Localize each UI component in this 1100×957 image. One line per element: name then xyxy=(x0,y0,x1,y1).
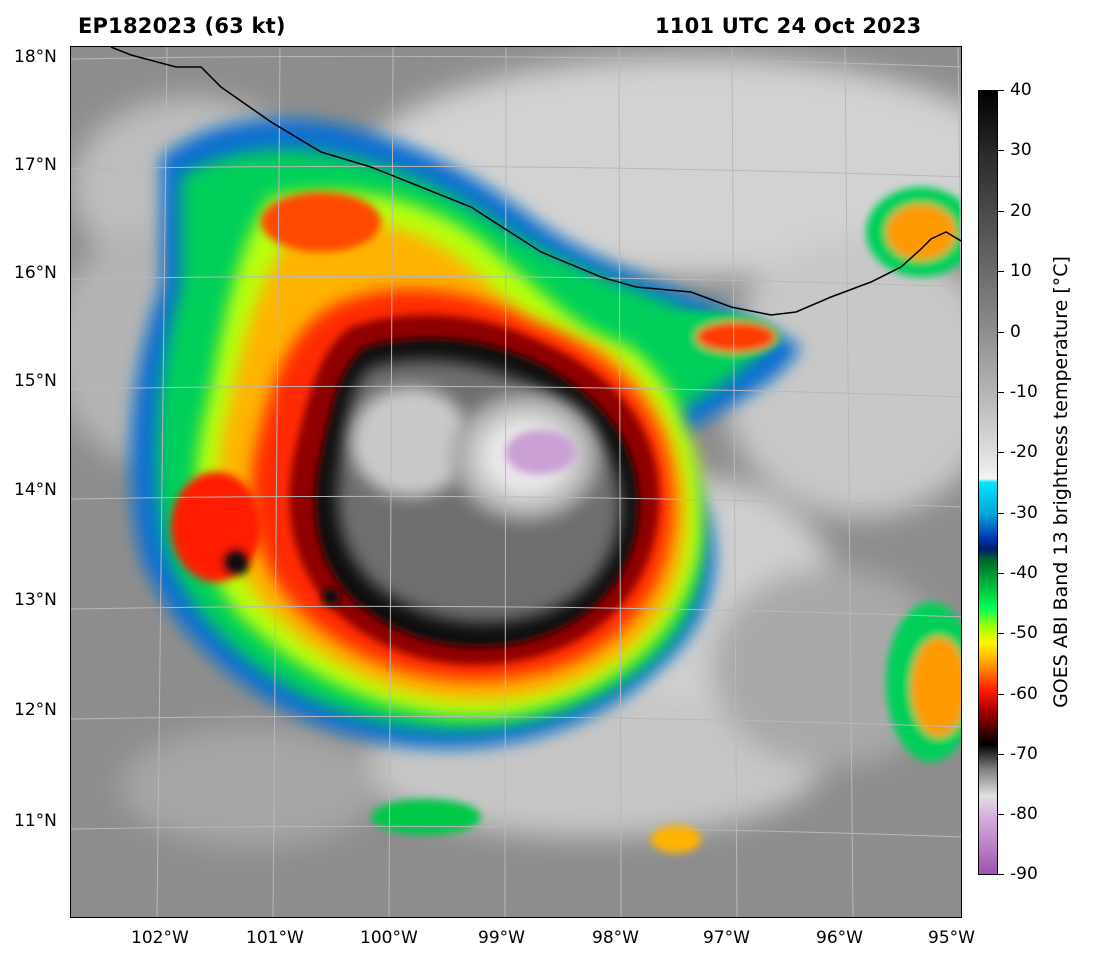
lat-label: 11°N xyxy=(14,811,57,831)
colorbar-tick-label: -40 xyxy=(1010,563,1038,583)
colorbar-tick xyxy=(998,694,1004,695)
colorbar-tick xyxy=(998,754,1004,755)
colorbar-tick-label: -30 xyxy=(1010,503,1038,523)
storm-cloud-shield xyxy=(130,118,801,749)
convective-cells xyxy=(171,187,961,853)
colorbar-tick-label: -10 xyxy=(1010,382,1038,402)
colorbar-tick xyxy=(998,573,1004,574)
colorbar-tick-label: 40 xyxy=(1010,80,1032,100)
lon-label: 96°W xyxy=(816,928,863,948)
satellite-imagery xyxy=(71,47,961,917)
colorbar-tick xyxy=(998,392,1004,393)
colorbar-gradient xyxy=(979,91,997,874)
lon-label: 98°W xyxy=(592,928,639,948)
timestamp-title: 1101 UTC 24 Oct 2023 xyxy=(655,14,922,38)
colorbar-tick xyxy=(998,211,1004,212)
colorbar-tick xyxy=(998,332,1004,333)
satellite-map xyxy=(70,46,962,918)
coastline xyxy=(110,47,961,316)
lat-label: 14°N xyxy=(14,480,57,500)
colorbar-tick-label: -80 xyxy=(1010,804,1038,824)
lat-label: 17°N xyxy=(14,155,57,175)
colorbar-tick-label: 10 xyxy=(1010,261,1032,281)
colorbar-tick-label: -20 xyxy=(1010,442,1038,462)
storm-title: EP182023 (63 kt) xyxy=(78,14,286,38)
lon-label: 102°W xyxy=(131,928,189,948)
colorbar-tick-label: -50 xyxy=(1010,623,1038,643)
colorbar-tick-label: -60 xyxy=(1010,684,1038,704)
colorbar-tick-label: 20 xyxy=(1010,201,1032,221)
lat-label: 12°N xyxy=(14,700,57,720)
colorbar-tick xyxy=(998,271,1004,272)
colorbar-tick xyxy=(998,452,1004,453)
lon-label: 100°W xyxy=(360,928,418,948)
colorbar-tick xyxy=(998,90,1004,91)
colorbar-title: GOES ABI Band 13 brightness temperature … xyxy=(1050,256,1072,708)
colorbar-tick xyxy=(998,513,1004,514)
lon-label: 97°W xyxy=(703,928,750,948)
colorbar-tick xyxy=(998,814,1004,815)
colorbar xyxy=(978,90,998,875)
lat-label: 16°N xyxy=(14,263,57,283)
colorbar-tick-label: -70 xyxy=(1010,744,1038,764)
graticule xyxy=(71,47,961,917)
colorbar-tick-label: 0 xyxy=(1010,322,1021,342)
lat-label: 15°N xyxy=(14,371,57,391)
lon-label: 95°W xyxy=(928,928,975,948)
colorbar-tick xyxy=(998,874,1004,875)
lat-label: 13°N xyxy=(14,590,57,610)
colorbar-tick xyxy=(998,633,1004,634)
colorbar-tick-label: -90 xyxy=(1010,864,1038,884)
colorbar-tick xyxy=(998,150,1004,151)
colorbar-tick-label: 30 xyxy=(1010,140,1032,160)
lon-label: 99°W xyxy=(478,928,525,948)
lon-label: 101°W xyxy=(246,928,304,948)
lat-label: 18°N xyxy=(14,47,57,67)
